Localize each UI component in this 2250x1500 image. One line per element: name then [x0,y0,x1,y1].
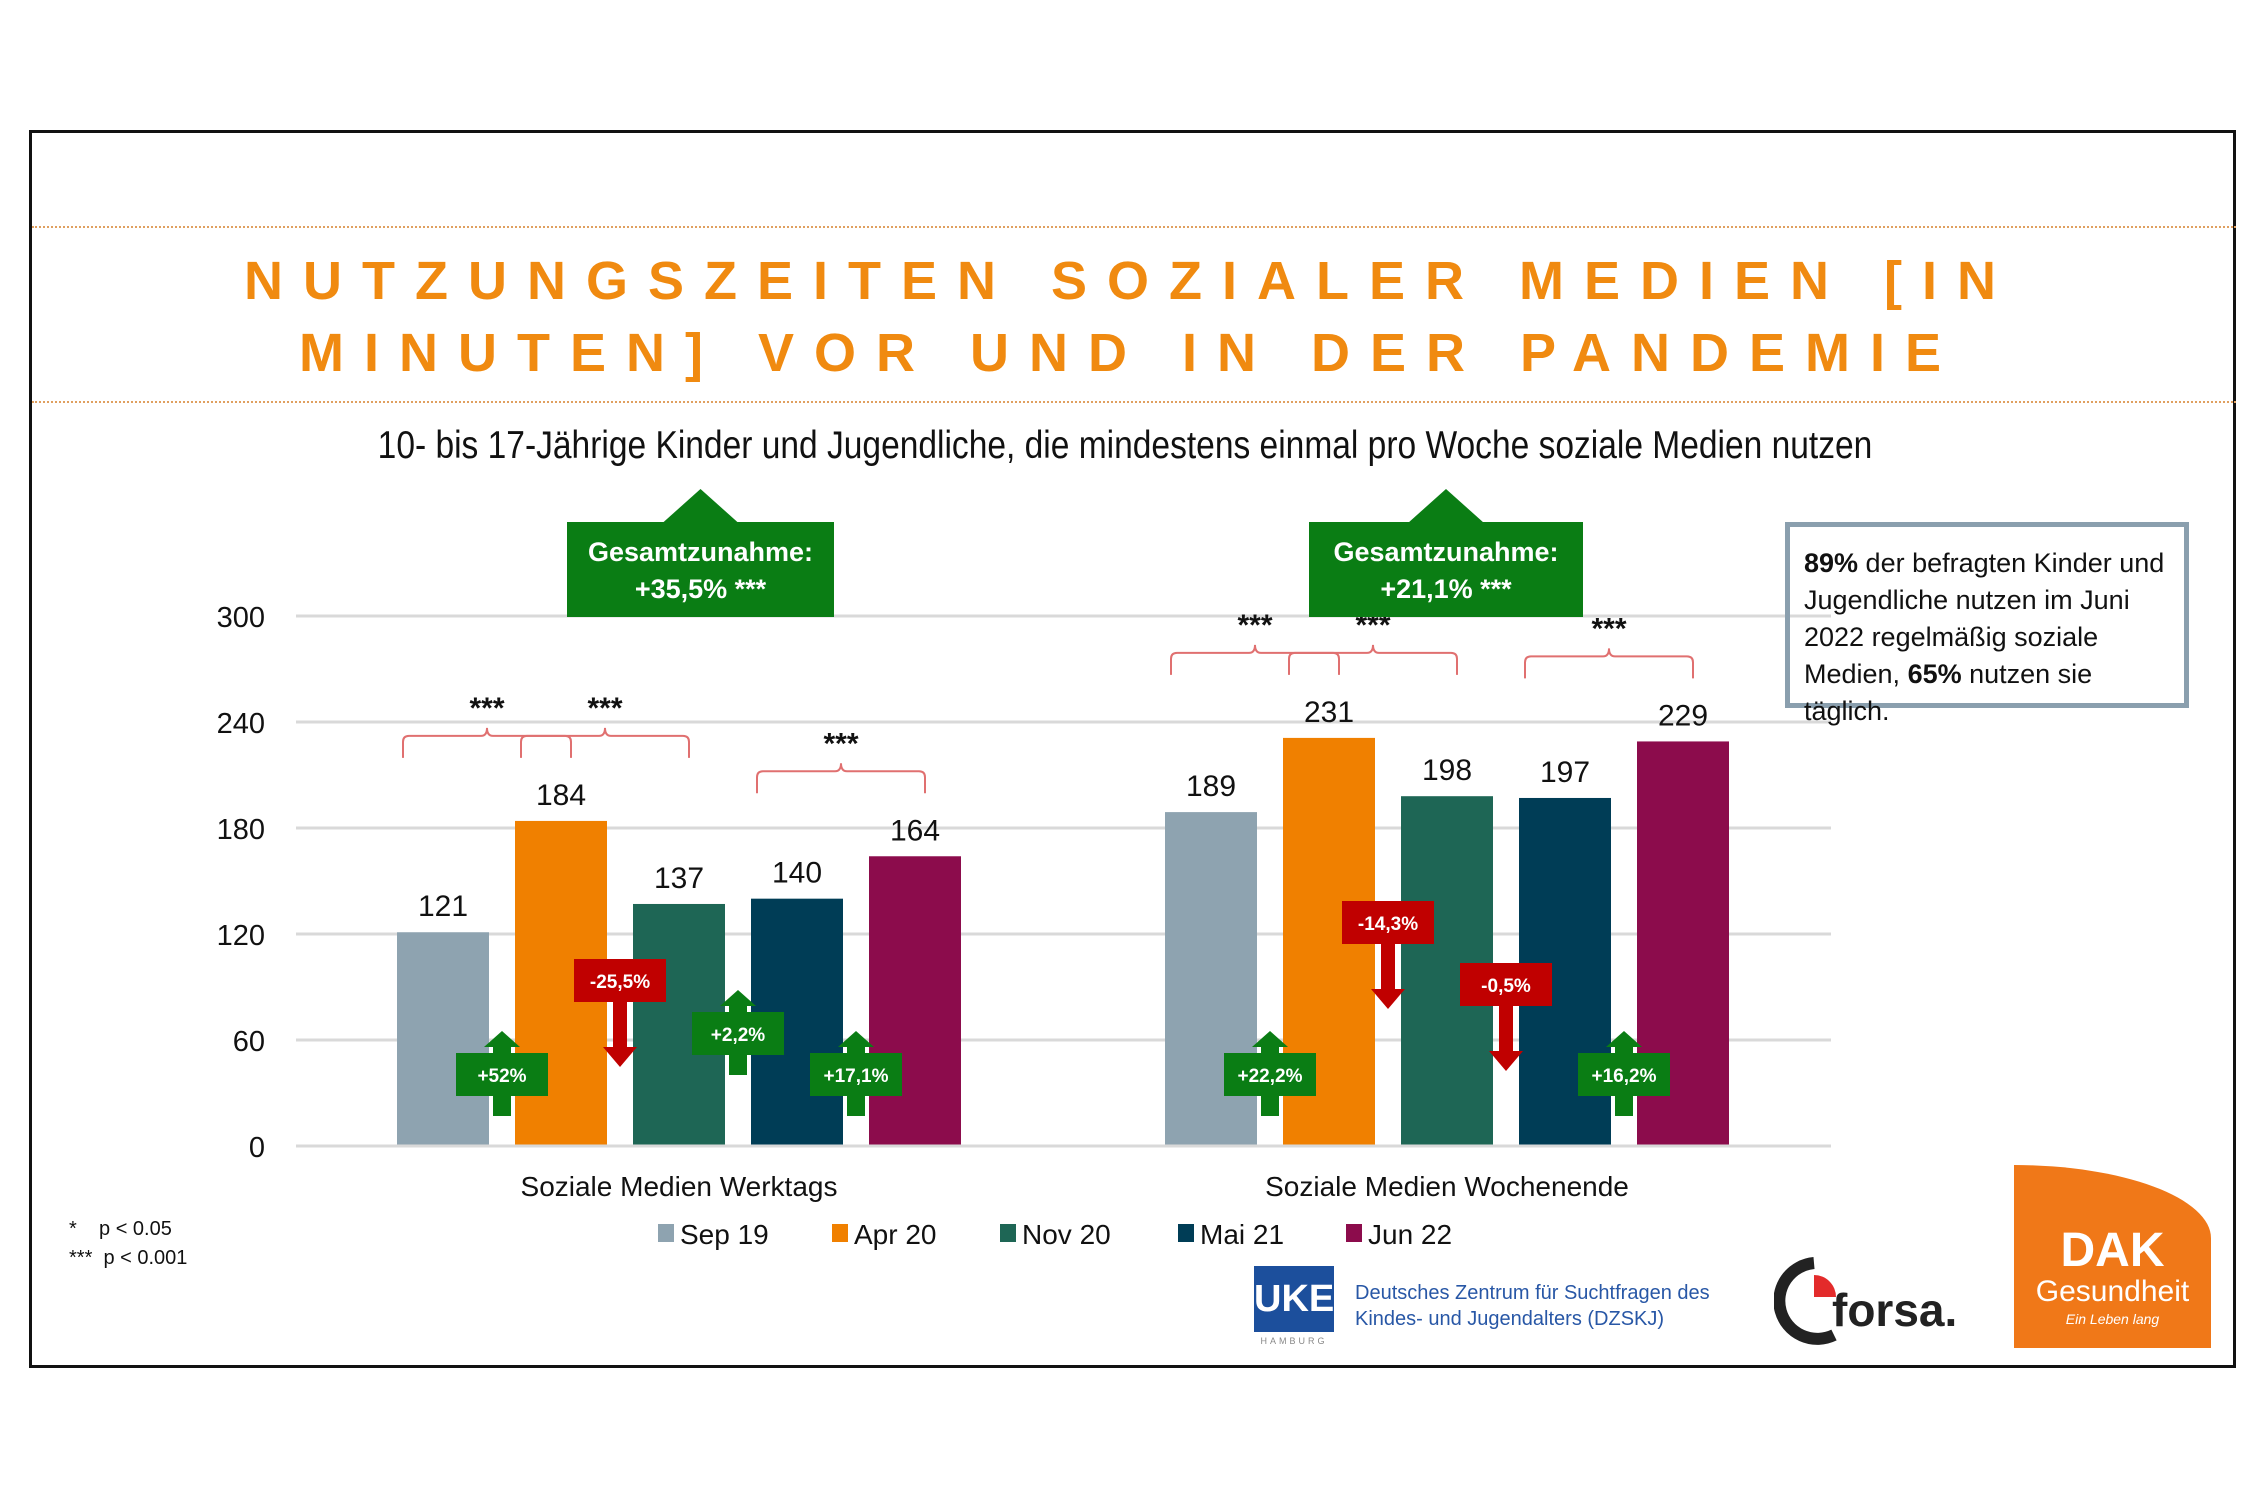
arrow-down-icon [1371,944,1405,1009]
y-tick-label: 60 [233,1026,265,1058]
total-value: +21,1% *** [1380,574,1512,604]
footnote-p05: * p < 0.05 [69,1218,172,1240]
data-label: 184 [536,779,586,812]
significance-bracket [520,727,690,758]
total-box-pointer [662,489,739,523]
y-tick-label: 180 [217,814,265,846]
y-tick-label: 120 [217,920,265,952]
total-value: +35,5% *** [635,574,767,604]
decrease-badge [1460,963,1552,1006]
divider-bottom [32,401,2236,403]
dzskj-line-2: Kindes- und Jugendalters (DZSKJ) [1355,1308,1665,1330]
data-label: 164 [890,814,940,847]
legend-swatch [658,1224,674,1242]
total-label: Gesamtzunahme: [588,537,813,567]
info-text-1: der befragten Kinder und Jugendliche nut… [1804,548,2165,689]
change-label: -25,5% [590,972,650,993]
legend-label: Mai 21 [1200,1219,1284,1250]
slide-frame [29,130,2236,1368]
forsa-logo: forsa. [1774,1255,1974,1345]
change-label: +2,2% [711,1025,766,1046]
forsa-mark-icon [1774,1257,1837,1345]
increase-badge [1224,1053,1316,1096]
legend-swatch [1346,1224,1362,1242]
info-bold-2: 65% [1907,659,1962,689]
bar-jun-22 [869,856,961,1146]
change-label: -14,3% [1358,914,1418,935]
data-label: 198 [1422,754,1472,787]
change-label: +22,2% [1238,1066,1303,1087]
arrow-down-icon [1489,1006,1523,1071]
decrease-badge [574,959,666,1002]
change-label: +17,1% [824,1066,889,1087]
significance-bracket [1170,644,1340,675]
total-label: Gesamtzunahme: [1333,537,1558,567]
significance-bracket [402,727,572,758]
category-label: Soziale Medien Werktags [521,1171,838,1202]
title-line-1: NUTZUNGSZEITEN SOZIALER MEDIEN [IN [244,251,2016,311]
dak-logo-text: DAK [2060,1224,2165,1277]
y-tick-label: 0 [249,1132,265,1164]
forsa-logo-text: forsa. [1832,1284,1958,1336]
legend-swatch [1178,1224,1194,1242]
dak-logo-sub: Gesundheit [2035,1275,2190,1308]
total-box-pointer [1408,489,1484,523]
dak-logo-tag: Ein Leben lang [2065,1311,2160,1327]
y-tick-label: 240 [217,708,265,740]
legend-swatch [1000,1224,1016,1242]
arrow-down-icon [603,1002,637,1067]
bar-sep-19 [397,932,489,1146]
data-label: 197 [1540,756,1590,789]
uke-logo-sub: HAMBURG [1260,1336,1328,1346]
legend-label: Nov 20 [1022,1219,1111,1250]
significance-bracket [756,763,926,794]
increase-badge [1578,1053,1670,1096]
subtitle: 10- bis 17-Jährige Kinder und Jugendlich… [377,424,1873,467]
divider-top [32,226,2236,228]
significance-stars: *** [469,692,504,725]
category-label: Soziale Medien Wochenende [1265,1171,1629,1202]
significance-bracket [1288,644,1458,675]
data-label: 229 [1658,699,1708,732]
significance-bracket [1524,648,1694,679]
increase-badge [810,1053,902,1096]
increase-badge [692,1012,784,1055]
title-line-2: MINUTEN] VOR UND IN DER PANDEMIE [298,323,1962,383]
footnote-p001: *** p < 0.001 [69,1247,188,1269]
change-label: +52% [477,1066,526,1087]
uke-logo-text: UKE [1254,1278,1335,1320]
change-label: -0,5% [1481,976,1531,997]
dzskj-text: Deutsches Zentrum für Suchtfragen des Ki… [1355,1280,1710,1332]
legend-label: Jun 22 [1368,1219,1452,1250]
data-label: 140 [772,857,822,890]
data-label: 231 [1304,696,1354,729]
y-tick-label: 300 [217,602,265,634]
info-box: 89% der befragten Kinder und Jugendliche… [1785,522,2189,726]
significance-stars: *** [1237,609,1272,642]
dzskj-line-1: Deutsches Zentrum für Suchtfragen des [1355,1282,1710,1304]
data-label: 189 [1186,770,1236,803]
legend-label: Apr 20 [854,1219,937,1250]
data-label: 137 [654,862,704,895]
change-label: +16,2% [1592,1066,1657,1087]
info-text-2: nutzen sie täglich. [1804,659,2093,726]
data-label: 121 [418,890,468,923]
increase-badge [456,1053,548,1096]
significance-stars: *** [1591,612,1626,645]
legend-label: Sep 19 [680,1219,769,1250]
uke-logo: UKE [1254,1266,1334,1332]
significance-stars: *** [823,727,858,760]
significance-stars: *** [587,692,622,725]
legend-swatch [832,1224,848,1242]
info-bold-1: 89% [1804,548,1859,578]
total-increase-box [1309,522,1583,617]
total-increase-box [567,522,834,617]
decrease-badge [1342,901,1434,944]
